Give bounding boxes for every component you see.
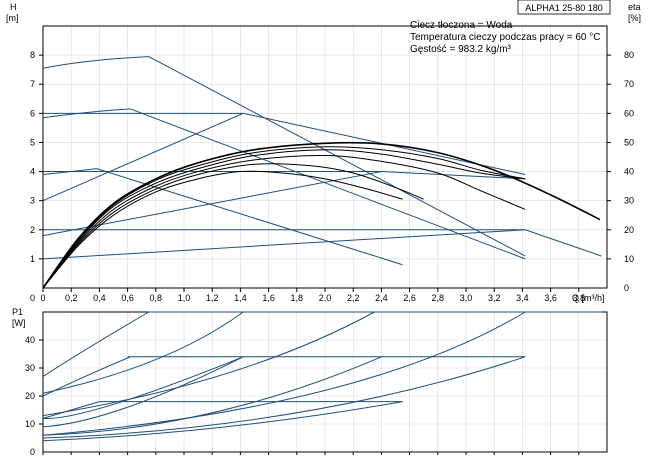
y-axis-title: H — [10, 2, 17, 12]
y2-tick-label: 40 — [624, 167, 634, 177]
x-tick-label: 1,2 — [206, 293, 219, 303]
power-series-line — [42, 311, 244, 394]
x-tick-label: 0 — [40, 293, 45, 303]
bottom-grid — [43, 312, 607, 452]
y-tick-label: 3 — [30, 196, 35, 206]
top-grid — [43, 26, 607, 288]
head-series-line — [42, 56, 149, 69]
head-series-line — [42, 146, 526, 289]
y2-tick-label: 50 — [624, 137, 634, 147]
y2-tick-label: 60 — [624, 108, 634, 118]
x-tick-label: 1,6 — [262, 293, 275, 303]
power-series-line — [42, 356, 244, 419]
head-series-line — [525, 229, 602, 257]
x-axis-label: Q [m³/h] — [572, 293, 605, 303]
head-series-line — [42, 141, 601, 289]
power-series-line — [42, 311, 150, 377]
p1-tick-label: 20 — [25, 391, 35, 401]
y2-tick-label: 20 — [624, 225, 634, 235]
power-series-line — [42, 356, 244, 428]
y2-tick-label: 30 — [624, 196, 634, 206]
y-tick-label: 7 — [30, 79, 35, 89]
x-tick-label: 3,6 — [544, 293, 557, 303]
x-tick-label: 2,4 — [375, 293, 388, 303]
y-tick-label: 1 — [30, 254, 35, 264]
head-series-line — [42, 171, 382, 237]
y2-tick-label: 80 — [624, 50, 634, 60]
y-tick-label: 2 — [30, 225, 35, 235]
y2-tick-label: 0 — [624, 283, 629, 293]
head-series-line — [42, 112, 244, 202]
head-series-line — [42, 108, 131, 119]
x-tick-label: 3,8 — [573, 293, 586, 303]
info-line: Temperatura cieczy podczas pracy = 60 °C — [410, 32, 600, 43]
x-tick-label: 2,0 — [319, 293, 332, 303]
p1-tick-label: 10 — [25, 419, 35, 429]
y2-tick-label: 10 — [624, 254, 634, 264]
info-line: Gęstość = 983.2 kg/m³ — [410, 44, 512, 55]
y-tick-label: 8 — [30, 50, 35, 60]
x-tick-label: 2,6 — [403, 293, 416, 303]
x-tick-label: 0,8 — [150, 293, 163, 303]
power-curves — [42, 311, 602, 442]
power-series-line — [42, 401, 100, 419]
info-line: Ciecz tłoczona = Woda — [410, 20, 513, 31]
head-series-line — [42, 149, 526, 289]
power-series-line — [42, 356, 131, 397]
x-tick-label: 3,2 — [488, 293, 501, 303]
x-tick-label: 3,4 — [516, 293, 529, 303]
power-series-line — [42, 311, 526, 436]
x-tick-label: 3,0 — [460, 293, 473, 303]
power-series-line — [42, 401, 403, 442]
head-series-line — [381, 171, 526, 180]
y-tick-label: 0 — [30, 293, 35, 303]
power-series-line — [42, 311, 375, 417]
y-axis-unit: [m] — [6, 13, 19, 23]
y2-tick-label: 70 — [624, 79, 634, 89]
p1-tick-label: 30 — [25, 363, 35, 373]
y2-axis-unit: [%] — [628, 13, 641, 23]
x-tick-label: 0,4 — [93, 293, 106, 303]
power-series-line — [42, 356, 382, 436]
head-curves — [42, 56, 602, 289]
head-series-line — [42, 170, 403, 289]
x-tick-label: 2,8 — [432, 293, 445, 303]
x-tick-label: 1,8 — [291, 293, 304, 303]
y-tick-label: 6 — [30, 108, 35, 118]
x-tick-label: 2,2 — [347, 293, 360, 303]
head-series-line — [42, 155, 526, 289]
power-series-line — [42, 356, 526, 439]
p1-axis-title: P1 — [12, 307, 23, 317]
title-box — [517, 0, 611, 15]
p1-tick-label: 0 — [30, 447, 35, 457]
y-tick-label: 4 — [30, 167, 35, 177]
x-tick-label: 0,2 — [65, 293, 78, 303]
head-series-line — [42, 163, 424, 289]
y-tick-label: 5 — [30, 137, 35, 147]
y2-axis-title: eta — [628, 2, 641, 12]
p1-tick-label: 40 — [25, 335, 35, 345]
x-tick-label: 1,4 — [234, 293, 247, 303]
x-tick-label: 1,0 — [178, 293, 191, 303]
chart-title: ALPHA1 25-80 180 — [525, 3, 603, 13]
head-series-line — [42, 229, 526, 260]
p1-axis-unit: [W] — [12, 318, 26, 328]
x-tick-label: 0,6 — [121, 293, 134, 303]
